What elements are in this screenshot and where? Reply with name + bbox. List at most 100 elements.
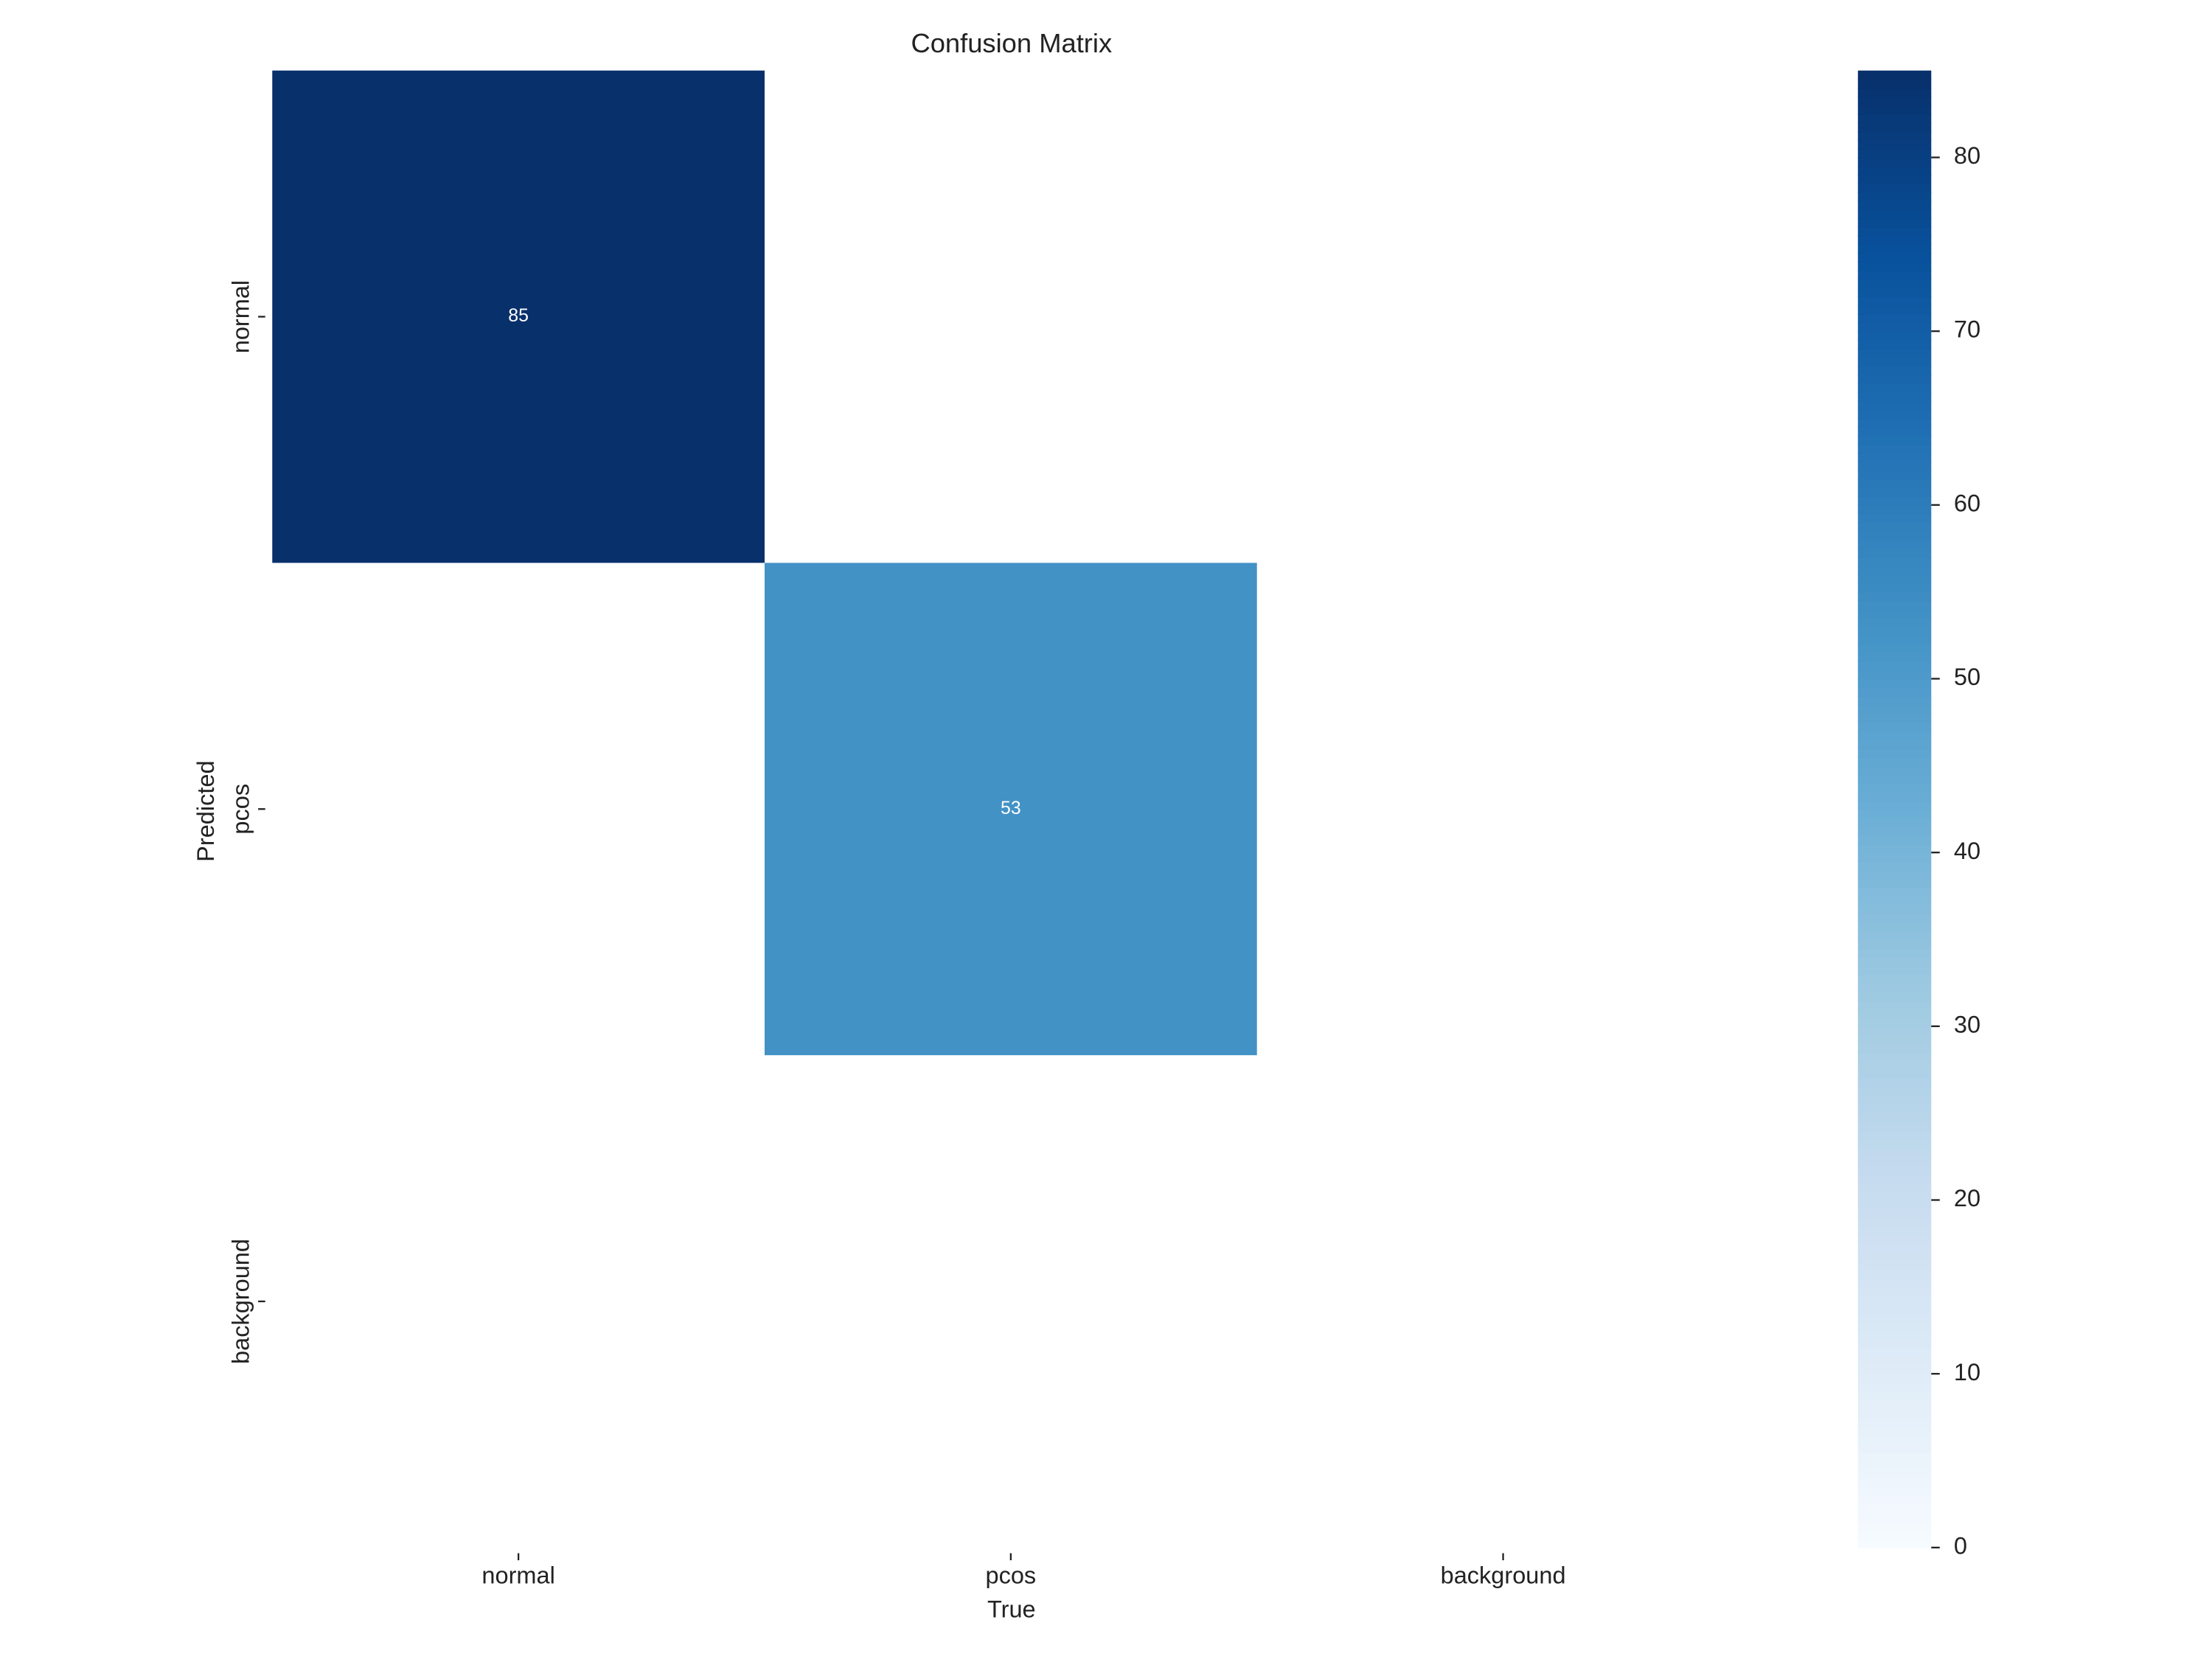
colorbar-segment xyxy=(1857,1034,1932,1045)
colorbar-segment xyxy=(1857,305,1932,315)
colorbar-segment xyxy=(1857,618,1932,627)
colorbar-segment xyxy=(1857,1399,1932,1410)
colorbar-segment xyxy=(1857,166,1932,176)
colorbar-segment xyxy=(1857,791,1932,801)
colorbar-segment xyxy=(1857,922,1932,932)
colorbar-segment xyxy=(1857,1452,1932,1462)
colorbar-segment xyxy=(1857,1078,1932,1088)
colorbar-segment xyxy=(1857,991,1932,1001)
colorbar-tick-label: 0 xyxy=(1954,1532,1967,1559)
colorbar-segment xyxy=(1857,566,1932,576)
colorbar-segment xyxy=(1857,600,1932,611)
colorbar-segment xyxy=(1857,1260,1932,1270)
colorbar-segment xyxy=(1857,1269,1932,1279)
colorbar-segment xyxy=(1857,1356,1932,1366)
colorbar-segment xyxy=(1857,1339,1932,1349)
colorbar-segment xyxy=(1857,852,1932,863)
colorbar-segment xyxy=(1857,348,1932,358)
colorbar-segment xyxy=(1857,288,1932,298)
colorbar-segment xyxy=(1857,965,1932,975)
colorbar-segment xyxy=(1857,609,1932,619)
colorbar-segment xyxy=(1857,722,1932,732)
colorbar-segment xyxy=(1857,974,1932,984)
colorbar-segment xyxy=(1857,591,1932,602)
colorbar-segment xyxy=(1857,696,1932,706)
x-tick-label: normal xyxy=(481,1562,554,1589)
colorbar-segment xyxy=(1857,878,1932,888)
colorbar-segment xyxy=(1857,1295,1932,1306)
colorbar-tick-label: 50 xyxy=(1954,664,1980,690)
colorbar-segment xyxy=(1857,1182,1932,1192)
colorbar-segment xyxy=(1857,1478,1932,1488)
colorbar-segment xyxy=(1857,226,1932,237)
colorbar-segment xyxy=(1857,1043,1932,1054)
colorbar-segment xyxy=(1857,765,1932,776)
colorbar-segment xyxy=(1857,653,1932,663)
chart-title: Confusion Matrix xyxy=(911,28,1112,58)
colorbar-segment xyxy=(1857,1521,1932,1531)
colorbar-segment xyxy=(1857,1434,1932,1444)
colorbar-segment xyxy=(1857,1018,1932,1027)
colorbar-segment xyxy=(1857,313,1932,324)
colorbar-segment xyxy=(1857,1512,1932,1523)
colorbar-segment xyxy=(1857,1243,1932,1253)
colorbar-segment xyxy=(1857,88,1932,98)
colorbar-segment xyxy=(1857,418,1932,428)
colorbar-segment xyxy=(1857,1087,1932,1097)
colorbar-segment xyxy=(1857,1069,1932,1079)
colorbar-segment xyxy=(1857,1234,1932,1245)
cell xyxy=(764,563,1257,1056)
colorbar-segment xyxy=(1857,1330,1932,1340)
colorbar-segment xyxy=(1857,1156,1932,1166)
colorbar-segment xyxy=(1857,1208,1932,1219)
colorbar-segment xyxy=(1857,400,1932,411)
colorbar-segment xyxy=(1857,1060,1932,1071)
colorbar-segment xyxy=(1857,1417,1932,1427)
colorbar-segment xyxy=(1857,522,1932,532)
colorbar-segment xyxy=(1857,704,1932,714)
colorbar-segment xyxy=(1857,513,1932,524)
colorbar-segment xyxy=(1857,1278,1932,1288)
y-tick-label: pcos xyxy=(228,784,254,835)
colorbar-tick-label: 40 xyxy=(1954,838,1980,864)
colorbar-segment xyxy=(1857,731,1932,741)
colorbar-segment xyxy=(1857,1391,1932,1401)
x-tick-label: pcos xyxy=(986,1562,1037,1589)
colorbar-segment xyxy=(1857,1104,1932,1114)
colorbar-segment xyxy=(1857,826,1932,836)
colorbar-segment xyxy=(1857,392,1932,402)
colorbar-segment xyxy=(1857,1191,1932,1201)
colorbar-segment xyxy=(1857,539,1932,549)
colorbar-segment xyxy=(1857,366,1932,376)
colorbar-segment xyxy=(1857,322,1932,333)
colorbar-segment xyxy=(1857,844,1932,854)
colorbar-segment xyxy=(1857,97,1932,106)
colorbar-segment xyxy=(1857,1503,1932,1514)
y-axis-label: Predicted xyxy=(192,760,219,861)
colorbar-segment xyxy=(1857,279,1932,289)
colorbar-segment xyxy=(1857,331,1932,341)
y-tick-label: normal xyxy=(228,280,254,353)
colorbar-segment xyxy=(1857,574,1932,585)
colorbar-segment xyxy=(1857,1139,1932,1149)
colorbar-segment xyxy=(1857,669,1932,680)
colorbar-segment xyxy=(1857,453,1932,463)
colorbar-segment xyxy=(1857,739,1932,749)
colorbar-segment xyxy=(1857,1530,1932,1540)
cell-label: 53 xyxy=(1001,798,1021,818)
colorbar-segment xyxy=(1857,79,1932,89)
colorbar-segment xyxy=(1857,1217,1932,1228)
colorbar-segment xyxy=(1857,800,1932,810)
colorbar-segment xyxy=(1857,114,1932,124)
colorbar-segment xyxy=(1857,939,1932,949)
colorbar-segment xyxy=(1857,339,1932,349)
colorbar-segment xyxy=(1857,687,1932,698)
colorbar-segment xyxy=(1857,1174,1932,1184)
colorbar-segment xyxy=(1857,496,1932,506)
colorbar-segment xyxy=(1857,470,1932,480)
colorbar-segment xyxy=(1857,253,1932,263)
colorbar-segment xyxy=(1857,1443,1932,1453)
cell-label: 85 xyxy=(508,305,529,326)
y-tick-label: background xyxy=(228,1239,254,1364)
colorbar-segment xyxy=(1857,626,1932,636)
